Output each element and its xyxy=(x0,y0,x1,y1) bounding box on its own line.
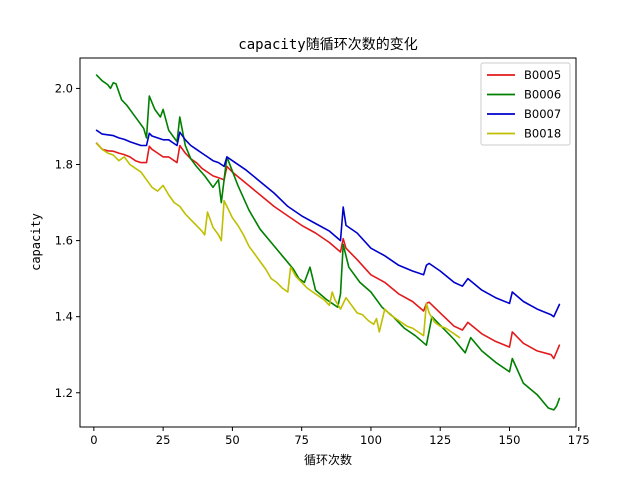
x-tick-label: 75 xyxy=(294,433,309,447)
x-tick-label: 0 xyxy=(90,433,97,447)
y-tick-label: 1.4 xyxy=(55,310,73,324)
x-tick-label: 100 xyxy=(360,433,382,447)
series-line-b0006 xyxy=(95,74,561,411)
y-axis-label: capacity xyxy=(29,213,43,271)
x-tick-label: 175 xyxy=(568,433,590,447)
x-axis-label: 循环次数 xyxy=(304,452,352,467)
legend-label-b0007: B0007 xyxy=(524,107,561,121)
x-tick-label: 25 xyxy=(156,433,171,447)
series-line-b0018 xyxy=(95,142,461,339)
series-line-b0005 xyxy=(95,142,561,360)
y-tick-label: 2.0 xyxy=(55,81,73,95)
chart-title: capacity随循环次数的变化 xyxy=(238,37,417,53)
axes-frame xyxy=(79,57,577,428)
x-tick-label: 150 xyxy=(499,433,521,447)
y-tick-label: 1.6 xyxy=(55,234,73,248)
y-tick-label: 1.2 xyxy=(55,386,73,400)
legend-box xyxy=(480,62,571,146)
y-tick-label: 1.8 xyxy=(55,158,73,172)
series-layer xyxy=(95,74,561,411)
legend-label-b0005: B0005 xyxy=(524,68,561,82)
plot-area: 0 25 50 75 100 125 150 175 1.2 1.4 1.6 1.8 2.0 xyxy=(55,57,590,447)
series-line-b0007 xyxy=(95,129,561,318)
y-axis-ticks: 1.2 1.4 1.6 1.8 2.0 xyxy=(55,81,80,400)
legend-label-b0006: B0006 xyxy=(524,88,561,102)
x-tick-label: 50 xyxy=(225,433,240,447)
legend: B0005 B0006 B0007 B0018 xyxy=(480,62,571,146)
x-axis-ticks: 0 25 50 75 100 125 150 175 xyxy=(90,427,590,447)
x-tick-label: 125 xyxy=(429,433,451,447)
legend-label-b0018: B0018 xyxy=(524,127,561,141)
